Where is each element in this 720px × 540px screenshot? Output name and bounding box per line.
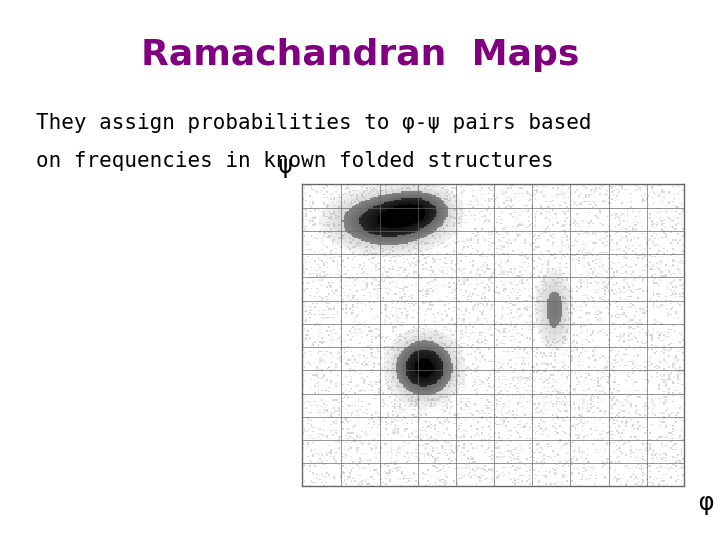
- Text: They assign probabilities to φ-ψ pairs based: They assign probabilities to φ-ψ pairs b…: [36, 113, 592, 133]
- Text: Ramachandran  Maps: Ramachandran Maps: [141, 38, 579, 72]
- Text: ψ: ψ: [277, 154, 292, 178]
- Text: φ: φ: [698, 491, 714, 515]
- Text: on frequencies in known folded structures: on frequencies in known folded structure…: [36, 151, 554, 171]
